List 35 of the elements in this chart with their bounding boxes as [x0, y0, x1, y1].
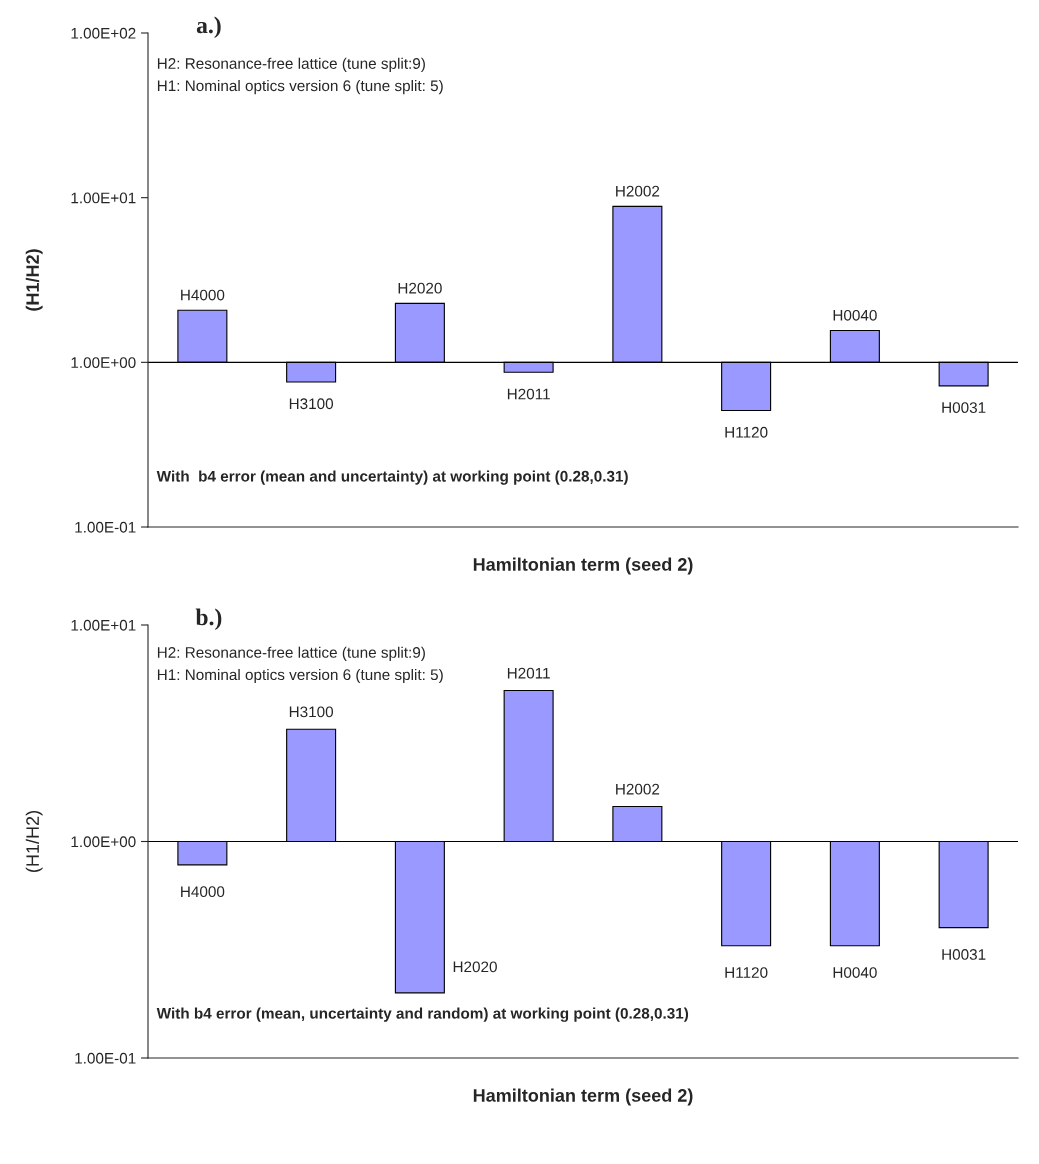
category-label: H0031 [942, 949, 986, 960]
chart-title: a.) [196, 16, 221, 39]
y-tick-label: 1.00E+00 [71, 357, 136, 369]
category-label: H4000 [181, 289, 225, 301]
category-label: H2011 [507, 388, 550, 400]
y-tick-label: 1.00E-01 [75, 521, 136, 533]
category-label: H2011 [507, 667, 550, 679]
annotation: With b4 error (mean, uncertainty and random) at working point (0.28,0.31) [156, 1007, 689, 1022]
annotation: H2: Resonance-free lattice (tune split:9) [157, 646, 425, 661]
category-label: H2020 [453, 961, 497, 973]
annotation: H1: Nominal optics version 6 (tune split: 5) [157, 668, 443, 684]
category-label: H2002 [616, 185, 660, 197]
x-axis-title: Hamiltonian term (seed 2) [473, 557, 693, 575]
y-tick-label: 1.00E+02 [71, 27, 136, 39]
category-label: H3100 [289, 706, 334, 718]
y-tick-label: 1.00E+00 [71, 836, 136, 848]
y-tick-label: 1.00E-01 [75, 1052, 136, 1064]
category-label: H0040 [833, 967, 877, 978]
annotation: With b4 error (mean and uncertainty) at working point (0.28,0.31) [156, 470, 628, 485]
y-axis-title: (H1/H2) [25, 249, 43, 311]
annotation: H2: Resonance-free lattice (tune split:9) [157, 57, 425, 72]
category-label: H2002 [616, 783, 660, 795]
x-axis-title: Hamiltonian term (seed 2) [473, 1088, 693, 1106]
chart-title: b.) [195, 608, 222, 631]
category-label: H3100 [289, 398, 334, 410]
y-tick-label: 1.00E+01 [71, 619, 136, 631]
annotation: H1: Nominal optics version 6 (tune split: 5) [157, 79, 443, 95]
category-label: H1120 [725, 967, 768, 978]
category-label: H2020 [398, 282, 442, 294]
category-label: H0031 [942, 402, 986, 414]
y-axis-title: (H1/H2) [25, 811, 43, 872]
category-label: H1120 [725, 426, 768, 438]
category-label: H4000 [181, 886, 225, 898]
category-label: H0040 [833, 309, 877, 321]
y-tick-label: 1.00E+01 [71, 192, 136, 204]
